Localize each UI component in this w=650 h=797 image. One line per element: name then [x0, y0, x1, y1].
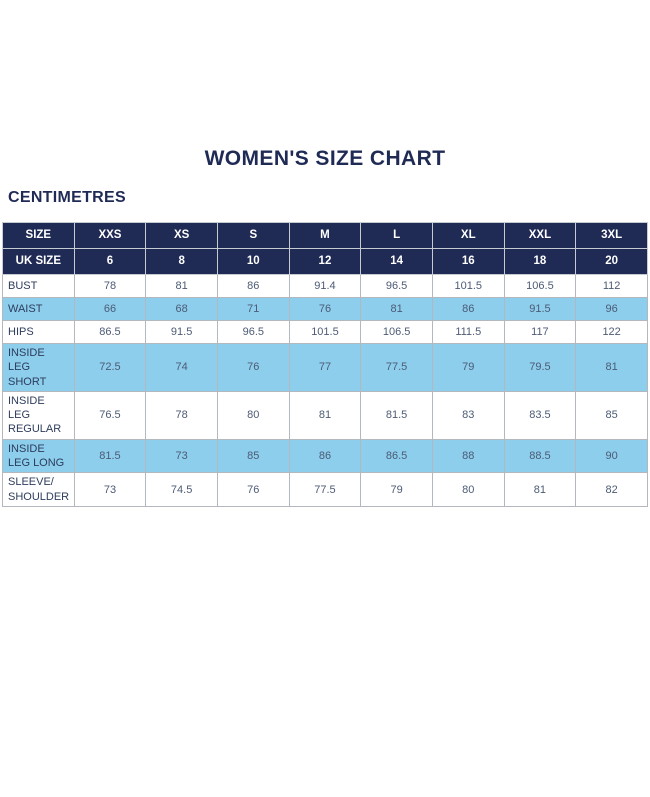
size-chart-body: BUST 78 81 86 91.4 96.5 101.5 106.5 112 WAIST 66 68…: [2, 274, 648, 507]
table-row: INSIDE LEG LONG 81.5 73 85 86 86.5 88 88.5 90: [2, 438, 648, 474]
cell-value: 79: [360, 472, 433, 507]
cell-value: 71: [216, 297, 290, 321]
row-label: INSIDE LEG REGULAR: [2, 390, 75, 440]
header-cell: M: [288, 222, 362, 249]
cell-value: 86: [431, 297, 505, 321]
header-row-uk-size: UK SIZE 6 8 10 12 14 16 18 20: [2, 248, 648, 275]
cell-value: 77.5: [288, 472, 362, 507]
cell-value: 91.5: [145, 320, 218, 344]
cell-value: 96.5: [216, 320, 290, 344]
cell-value: 83.5: [503, 390, 577, 440]
header-cell: XL: [431, 222, 505, 249]
cell-value: 68: [145, 297, 218, 321]
cell-value: 74.5: [145, 472, 218, 507]
header-row-size: SIZE XXS XS S M L XL XXL 3XL: [2, 222, 648, 249]
header-row-label: SIZE: [2, 222, 75, 249]
header-cell: 3XL: [575, 222, 648, 249]
cell-value: 90: [575, 438, 648, 474]
cell-value: 81.5: [360, 390, 433, 440]
header-cell: 18: [503, 248, 577, 275]
cell-value: 81: [288, 390, 362, 440]
table-row: INSIDE LEG SHORT 72.5 74 76 77 77.5 79 79.5 81: [2, 343, 648, 392]
cell-value: 76: [288, 297, 362, 321]
cell-value: 77.5: [360, 343, 433, 392]
cell-value: 81.5: [73, 438, 147, 474]
row-label: INSIDE LEG LONG: [2, 438, 75, 474]
cell-value: 76.5: [73, 390, 147, 440]
cell-value: 122: [575, 320, 648, 344]
cell-value: 81: [145, 274, 218, 298]
cell-value: 83: [431, 390, 505, 440]
cell-value: 80: [216, 390, 290, 440]
header-cell: XXS: [73, 222, 147, 249]
size-chart-table: SIZE XXS XS S M L XL XXL 3XL UK SIZE 6 8 10 12 14 16 18 2…: [2, 222, 648, 507]
cell-value: 91.5: [503, 297, 577, 321]
table-row: HIPS 86.5 91.5 96.5 101.5 106.5 111.5 117 122: [2, 320, 648, 344]
cell-value: 96.5: [360, 274, 433, 298]
header-cell: S: [216, 222, 290, 249]
cell-value: 77: [288, 343, 362, 392]
table-row: INSIDE LEG REGULAR 76.5 78 80 81 81.5 83 83.5 85: [2, 390, 648, 440]
cell-value: 78: [145, 390, 218, 440]
cell-value: 81: [503, 472, 577, 507]
cell-value: 76: [216, 343, 290, 392]
cell-value: 112: [575, 274, 648, 298]
header-cell: XXL: [503, 222, 577, 249]
cell-value: 91.4: [288, 274, 362, 298]
cell-value: 85: [216, 438, 290, 474]
cell-value: 96: [575, 297, 648, 321]
cell-value: 81: [575, 343, 648, 392]
cell-value: 86.5: [73, 320, 147, 344]
cell-value: 88.5: [503, 438, 577, 474]
page-title: WOMEN'S SIZE CHART: [204, 147, 446, 170]
table-row: SLEEVE/ SHOULDER 73 74.5 76 77.5 79 80 81 82: [2, 472, 648, 507]
header-cell: 6: [73, 248, 147, 275]
header-cell: 20: [575, 248, 648, 275]
row-label: INSIDE LEG SHORT: [2, 343, 75, 392]
size-chart-page: { "colors": { "navy": "#1f2a55", "row_bl…: [0, 147, 650, 797]
row-label: WAIST: [2, 297, 75, 321]
row-label: SLEEVE/ SHOULDER: [2, 472, 75, 507]
row-label: BUST: [2, 274, 75, 298]
header-cell: 14: [360, 248, 433, 275]
size-chart-header: SIZE XXS XS S M L XL XXL 3XL UK SIZE 6 8 10 12 14 16 18 2…: [2, 222, 648, 275]
table-row: WAIST 66 68 71 76 81 86 91.5 96: [2, 297, 648, 321]
header-cell: 16: [431, 248, 505, 275]
cell-value: 117: [503, 320, 577, 344]
header-cell: 12: [288, 248, 362, 275]
cell-value: 73: [145, 438, 218, 474]
header-row-label: UK SIZE: [2, 248, 75, 275]
cell-value: 111.5: [431, 320, 505, 344]
header-cell: XS: [145, 222, 218, 249]
header-cell: L: [360, 222, 433, 249]
cell-value: 86: [288, 438, 362, 474]
cell-value: 72.5: [73, 343, 147, 392]
cell-value: 73: [73, 472, 147, 507]
cell-value: 76: [216, 472, 290, 507]
cell-value: 88: [431, 438, 505, 474]
cell-value: 86.5: [360, 438, 433, 474]
row-label: HIPS: [2, 320, 75, 344]
cell-value: 74: [145, 343, 218, 392]
cell-value: 106.5: [503, 274, 577, 298]
cell-value: 79: [431, 343, 505, 392]
cell-value: 66: [73, 297, 147, 321]
cell-value: 86: [216, 274, 290, 298]
cell-value: 101.5: [288, 320, 362, 344]
cell-value: 101.5: [431, 274, 505, 298]
cell-value: 81: [360, 297, 433, 321]
cell-value: 85: [575, 390, 648, 440]
cell-value: 82: [575, 472, 648, 507]
cell-value: 80: [431, 472, 505, 507]
cell-value: 106.5: [360, 320, 433, 344]
header-cell: 8: [145, 248, 218, 275]
cell-value: 78: [73, 274, 147, 298]
unit-label: CENTIMETRES: [8, 189, 126, 206]
cell-value: 79.5: [503, 343, 577, 392]
header-cell: 10: [216, 248, 290, 275]
table-row: BUST 78 81 86 91.4 96.5 101.5 106.5 112: [2, 274, 648, 298]
